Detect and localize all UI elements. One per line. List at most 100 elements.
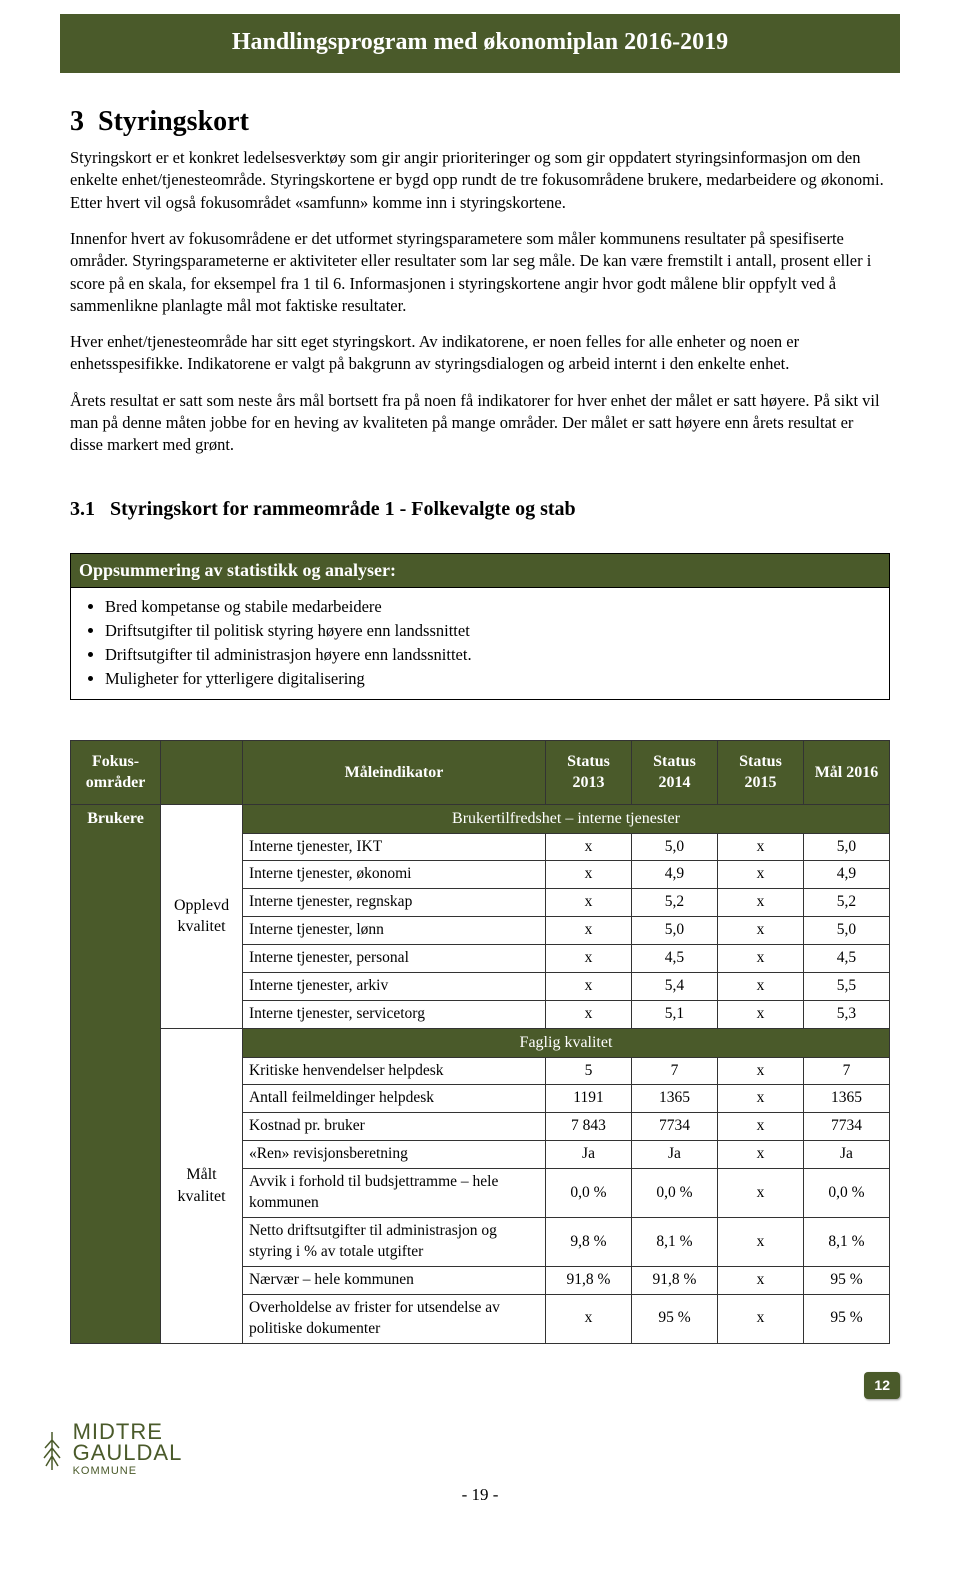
value-cell: x (546, 1294, 632, 1343)
indicator-cell: Antall feilmeldinger helpdesk (242, 1085, 545, 1113)
value-cell: 95 % (631, 1294, 717, 1343)
value-cell: x (717, 917, 803, 945)
value-cell: 7 (803, 1057, 889, 1085)
summary-item: Driftsutgifter til administrasjon høyere… (105, 644, 881, 666)
indicator-cell: Nærvær – hele kommunen (242, 1266, 545, 1294)
category-cell: Målt kvalitet (161, 1028, 243, 1343)
value-cell: x (717, 1218, 803, 1267)
value-cell: 9,8 % (546, 1218, 632, 1267)
value-cell: 4,9 (803, 861, 889, 889)
value-cell: 91,8 % (631, 1266, 717, 1294)
tree-icon (40, 1430, 64, 1478)
indicator-cell: «Ren» revisjonsberetning (242, 1141, 545, 1169)
value-cell: x (717, 1001, 803, 1029)
value-cell: 5 (546, 1057, 632, 1085)
value-cell: 5,0 (803, 917, 889, 945)
value-cell: 4,9 (631, 861, 717, 889)
value-cell: 95 % (803, 1266, 889, 1294)
summary-list: Bred kompetanse og stabile medarbeidere … (71, 588, 889, 699)
value-cell: 4,5 (631, 945, 717, 973)
paragraph: Hver enhet/tjenesteområde har sitt eget … (70, 331, 890, 376)
section-number: 3 (70, 106, 84, 137)
paragraph: Styringskort er et konkret ledelsesverkt… (70, 147, 890, 214)
value-cell: 8,1 % (631, 1218, 717, 1267)
category-cell: Opplevd kvalitet (161, 804, 243, 1028)
value-cell: 5,0 (803, 833, 889, 861)
section-name: Styringskort (98, 106, 249, 137)
document-header: Handlingsprogram med økonomiplan 2016-20… (60, 14, 900, 73)
value-cell: 91,8 % (546, 1266, 632, 1294)
indicator-cell: Interne tjenester, regnskap (242, 889, 545, 917)
value-cell: 5,2 (631, 889, 717, 917)
value-cell: 8,1 % (803, 1218, 889, 1267)
indicator-cell: Interne tjenester, arkiv (242, 973, 545, 1001)
value-cell: x (546, 917, 632, 945)
table-header: Fokus-områder Måleindikator Status 2013 … (71, 740, 890, 804)
value-cell: 5,4 (631, 973, 717, 1001)
value-cell: x (546, 861, 632, 889)
value-cell: 1365 (803, 1085, 889, 1113)
value-cell: 0,0 % (803, 1169, 889, 1218)
section-heading: 3 Styringskort (70, 103, 890, 141)
value-cell: x (546, 1001, 632, 1029)
indicator-cell: Overholdelse av frister for utsendelse a… (242, 1294, 545, 1343)
value-cell: x (717, 1113, 803, 1141)
table-body: BrukereOpplevd kvalitetBrukertilfredshet… (71, 804, 890, 1343)
value-cell: x (717, 1141, 803, 1169)
summary-item: Bred kompetanse og stabile medarbeidere (105, 596, 881, 618)
indicator-cell: Avvik i forhold til budsjettramme – hele… (242, 1169, 545, 1218)
value-cell: 7 843 (546, 1113, 632, 1141)
col-2013: Status 2013 (546, 740, 632, 804)
value-cell: 95 % (803, 1294, 889, 1343)
indicator-cell: Interne tjenester, personal (242, 945, 545, 973)
col-indicator: Måleindikator (242, 740, 545, 804)
scorecard-table: Fokus-områder Måleindikator Status 2013 … (70, 740, 890, 1344)
subsection-number: 3.1 (70, 498, 95, 520)
col-blank (161, 740, 243, 804)
value-cell: 1365 (631, 1085, 717, 1113)
subsection-name: Styringskort for rammeområde 1 - Folkeva… (110, 498, 576, 520)
indicator-cell: Kritiske henvendelser helpdesk (242, 1057, 545, 1085)
indicator-cell: Interne tjenester, økonomi (242, 861, 545, 889)
col-fokus: Fokus-områder (71, 740, 161, 804)
value-cell: x (717, 1085, 803, 1113)
value-cell: 5,0 (631, 833, 717, 861)
value-cell: 7734 (803, 1113, 889, 1141)
value-cell: x (546, 833, 632, 861)
indicator-cell: Netto driftsutgifter til administrasjon … (242, 1218, 545, 1267)
col-2015: Status 2015 (717, 740, 803, 804)
section-label-cell: Faglig kvalitet (242, 1028, 889, 1057)
value-cell: 0,0 % (631, 1169, 717, 1218)
indicator-cell: Interne tjenester, IKT (242, 833, 545, 861)
value-cell: x (717, 945, 803, 973)
value-cell: Ja (546, 1141, 632, 1169)
document-title: Handlingsprogram med økonomiplan 2016-20… (60, 26, 900, 58)
value-cell: 4,5 (803, 945, 889, 973)
value-cell: x (717, 1266, 803, 1294)
value-cell: x (546, 973, 632, 1001)
value-cell: 5,0 (631, 917, 717, 945)
summary-item: Driftsutgifter til politisk styring høye… (105, 620, 881, 642)
paragraph: Innenfor hvert av fokusområdene er det u… (70, 228, 890, 317)
document-body: 3 Styringskort Styringskort er et konkre… (0, 103, 960, 1363)
section-label-cell: Brukertilfredshet – interne tjenester (242, 804, 889, 833)
value-cell: x (717, 1169, 803, 1218)
footer: MIDTRE GAULDAL KOMMUNE - 19 - (0, 1399, 960, 1519)
value-cell: Ja (631, 1141, 717, 1169)
page-number-bottom: - 19 - (462, 1484, 499, 1507)
summary-box: Oppsummering av statistikk og analyser: … (70, 553, 890, 699)
value-cell: 5,3 (803, 1001, 889, 1029)
value-cell: x (717, 1057, 803, 1085)
col-2014: Status 2014 (631, 740, 717, 804)
summary-item: Muligheter for ytterligere digitaliserin… (105, 668, 881, 690)
page-badge: 12 (864, 1372, 900, 1399)
value-cell: x (717, 861, 803, 889)
value-cell: 5,1 (631, 1001, 717, 1029)
value-cell: x (717, 973, 803, 1001)
value-cell: x (717, 1294, 803, 1343)
indicator-cell: Interne tjenester, servicetorg (242, 1001, 545, 1029)
subsection-heading: 3.1 Styringskort for rammeområde 1 - Fol… (70, 496, 890, 523)
value-cell: 5,2 (803, 889, 889, 917)
table-section-row: Målt kvalitetFaglig kvalitet (71, 1028, 890, 1057)
value-cell: 7734 (631, 1113, 717, 1141)
